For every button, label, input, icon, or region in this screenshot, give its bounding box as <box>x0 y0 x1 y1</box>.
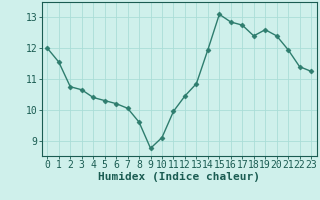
X-axis label: Humidex (Indice chaleur): Humidex (Indice chaleur) <box>98 172 260 182</box>
